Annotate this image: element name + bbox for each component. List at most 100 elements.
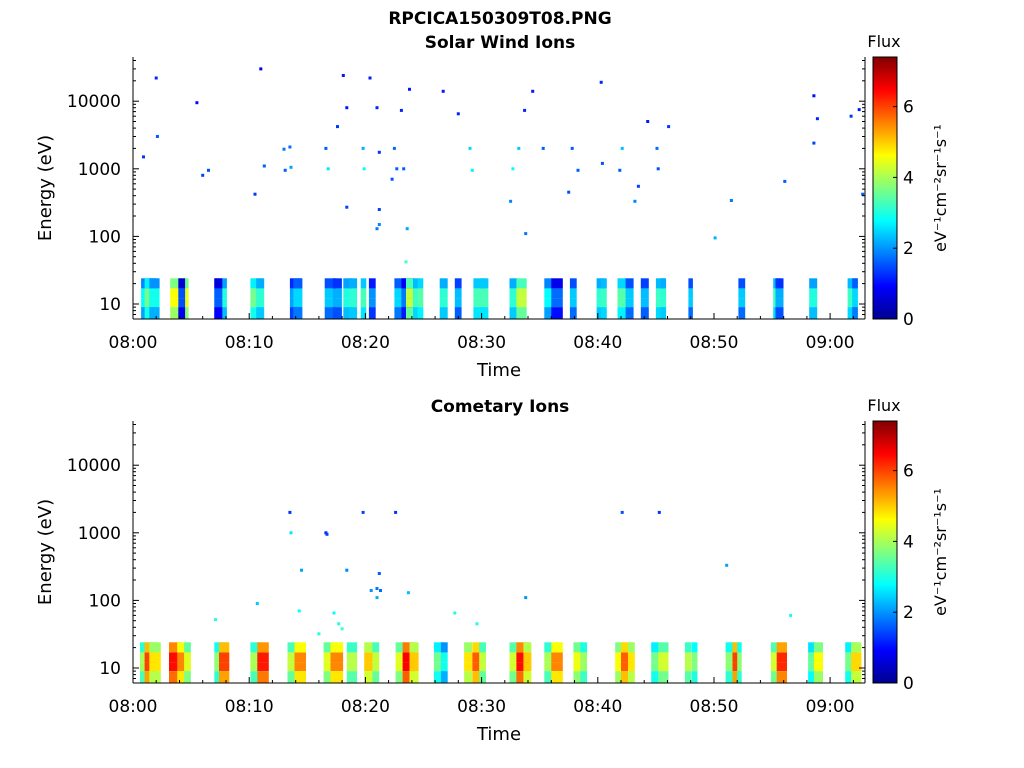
y-tick-label: 10 [99, 659, 121, 679]
flux-cell [775, 278, 784, 289]
flux-point [713, 236, 717, 240]
x-tick-label: 08:00 [109, 333, 158, 353]
axes: 10 100 1000 10000 08:00 08:10 08:20 08:30 08:40 0… [67, 57, 866, 353]
flux-cell [287, 652, 298, 663]
flux-point [468, 146, 472, 150]
flux-point [511, 167, 515, 171]
flux-point [195, 101, 199, 105]
flux-point [288, 145, 292, 149]
flux-cell [346, 642, 358, 653]
flux-cell [214, 298, 223, 307]
flux-cell [691, 671, 698, 683]
x-axis-label: Time [476, 360, 521, 381]
y-tick-label: 10 [99, 295, 121, 315]
flux-cell [214, 288, 223, 299]
flux-cell [684, 652, 692, 663]
x-tick-label: 08:30 [457, 697, 506, 717]
flux-cell [454, 307, 462, 319]
flux-cell [628, 662, 635, 671]
flux-cell [349, 298, 358, 307]
data-layer [141, 67, 865, 319]
flux-cell [852, 307, 858, 319]
flux-cell [651, 662, 660, 671]
flux-cell [516, 662, 529, 671]
y-tick-label: 10000 [67, 456, 121, 476]
flux-point [377, 223, 381, 226]
x-tick-label: 08:50 [690, 697, 739, 717]
flux-cell [479, 662, 486, 671]
colorbar-tick-label: 0 [903, 674, 914, 694]
flux-cell [770, 671, 779, 683]
colorbar-tick-label: 4 [903, 532, 914, 552]
flux-cell [651, 652, 660, 663]
flux-cell [287, 642, 298, 653]
flux-cell [330, 642, 344, 653]
flux-cell [738, 288, 746, 299]
flux-cell [691, 662, 698, 671]
colorbar-tick-label: 6 [903, 98, 914, 118]
flux-point [524, 232, 528, 236]
flux-point [656, 167, 660, 171]
flux-point [815, 117, 819, 121]
flux-point [390, 177, 394, 181]
flux-cell [343, 288, 353, 299]
flux-cell [256, 288, 265, 299]
y-tick-label: 10000 [67, 92, 121, 112]
flux-cell [178, 298, 186, 307]
flux-cell [372, 662, 380, 671]
flux-cell [440, 671, 448, 683]
y-tick-label: 100 [89, 227, 121, 247]
flux-cell [454, 278, 462, 289]
flux-cell [813, 652, 823, 663]
flux-cell [349, 288, 358, 299]
flux-cell [776, 652, 787, 663]
flux-cell [294, 662, 306, 671]
flux-cell [433, 671, 445, 683]
flux-cell [349, 278, 358, 289]
flux-cell [509, 671, 518, 683]
flux-cell [808, 662, 817, 671]
flux-point [214, 618, 217, 622]
flux-cell [809, 278, 818, 289]
flux-cell [544, 288, 553, 299]
flux-cell [516, 671, 529, 683]
flux-cell [691, 642, 698, 653]
flux-cell [551, 671, 563, 683]
flux-cell [651, 642, 660, 653]
flux-cell [660, 307, 667, 319]
colorbar-tick-label: 2 [903, 239, 914, 259]
flux-cell [621, 642, 633, 653]
panel-cometary: Cometary Ions 10 100 1000 10000 08:00 08:10 08… [35, 396, 950, 745]
flux-cell [454, 288, 462, 299]
flux-cell [178, 278, 186, 289]
flux-cell [343, 278, 353, 289]
flux-cell [480, 307, 489, 319]
flux-cell [330, 662, 344, 671]
y-axis-label: Energy (eV) [35, 135, 56, 241]
flux-cell [368, 288, 376, 299]
flux-cell [360, 278, 367, 289]
flux-cell [219, 652, 230, 663]
flux-cell [845, 652, 857, 663]
flux-cell [169, 642, 182, 653]
flux-cell [395, 642, 406, 653]
flux-cell [169, 671, 182, 683]
flux-cell [852, 298, 858, 307]
flux-point [345, 205, 349, 209]
flux-cell [544, 278, 553, 289]
flux-cell [368, 298, 376, 307]
flux-cell [170, 298, 180, 307]
flux-cell [617, 288, 627, 299]
flux-cell [250, 642, 263, 653]
flux-cell [479, 671, 486, 683]
flux-cell [580, 652, 588, 663]
flux-cell [250, 652, 263, 663]
flux-cell [257, 671, 269, 683]
figure-title: RPCICA150309T08.PNG [388, 9, 611, 29]
flux-point [475, 622, 479, 626]
flux-cell [178, 288, 186, 299]
flux-cell [256, 278, 265, 289]
flux-point [849, 114, 853, 118]
flux-cell [256, 298, 265, 307]
flux-cell [551, 278, 563, 289]
